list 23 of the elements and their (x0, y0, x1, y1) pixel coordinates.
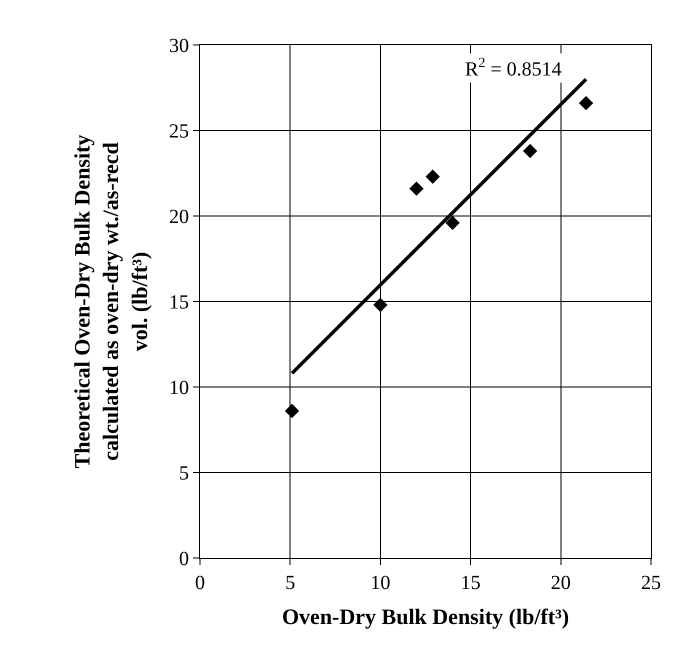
point (426, 170, 440, 184)
x-tick-label: 20 (550, 572, 571, 594)
point (409, 181, 424, 196)
point (373, 298, 388, 312)
point (284, 404, 300, 418)
x-tick-label: 5 (285, 572, 296, 594)
y-tick-label: 10 (169, 377, 189, 399)
y-tick-label: 5 (179, 462, 189, 484)
point (578, 96, 594, 110)
point (445, 216, 460, 230)
y-tick-label: 25 (169, 120, 189, 142)
x-axis-title: Oven-Dry Bulk Density (lb/ft³) (282, 604, 570, 629)
y-axis-title: Theoretical Oven-Dry Bulk Density calculated as oven-dry wt./as-recd vol. (lb/ft³) (70, 134, 152, 468)
y-tick-label: 30 (169, 35, 189, 57)
x-tick-label: 0 (195, 572, 205, 594)
x-tick-label: 15 (460, 572, 481, 594)
point (522, 144, 538, 158)
y-tick-label: 15 (169, 292, 189, 314)
y-tick-label: 20 (169, 206, 189, 228)
x-tick-label: 25 (641, 572, 661, 594)
annotation: R$^{2}$ = 0.8514 (465, 56, 562, 80)
x-tick-label: 10 (370, 572, 390, 594)
y-tick-label: 0 (179, 548, 189, 570)
